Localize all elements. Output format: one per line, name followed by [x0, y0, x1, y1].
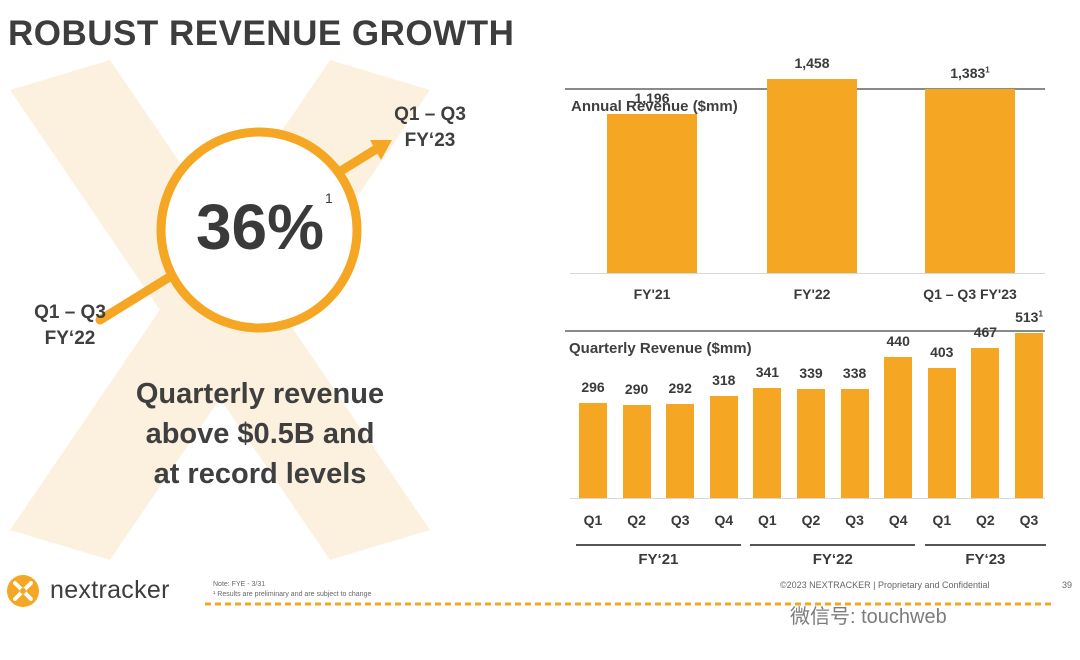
quarterly-panel-rule: [565, 330, 1045, 332]
annual-category-label: FY'21: [633, 286, 671, 302]
quarterly-group-rule: [924, 544, 1046, 546]
annual-value-label: 1,458: [794, 54, 830, 71]
footnote-line-1: Note: FYE - 3/31: [213, 581, 266, 588]
quarterly-bar: [1015, 333, 1043, 498]
quarterly-value-label: 440: [886, 332, 910, 349]
copyright-text: ©2023 NEXTRACKER | Proprietary and Confi…: [780, 580, 990, 590]
quarterly-value-label: 338: [842, 365, 867, 382]
quarterly-category-label: Q2: [627, 512, 646, 528]
end-range-label: Q1 – Q3 FY‘23: [380, 102, 480, 154]
annual-bar: [925, 88, 1015, 273]
quarterly-value-label: 467: [973, 323, 998, 340]
annual-bar: [767, 78, 857, 273]
quarterly-category-label: Q1: [932, 512, 952, 528]
quarterly-value-label: 339: [799, 365, 823, 382]
footnote-line-2: ¹ Results are preliminary and are subjec…: [213, 591, 372, 598]
page-title: ROBUST REVENUE GROWTH: [8, 14, 515, 53]
quarterly-value-label-footnote: 1: [1038, 309, 1043, 319]
start-range-label: Q1 – Q3 FY‘22: [20, 300, 120, 352]
quarterly-bar: [927, 368, 956, 498]
headline-text: Quarterly revenue above $0.5B and at rec…: [90, 374, 430, 494]
annual-value-label: 1,3831: [950, 64, 990, 81]
quarterly-group-label: FY‘21: [638, 551, 679, 568]
quarterly-group-rule: [750, 544, 916, 546]
end-range-year: FY‘23: [404, 130, 456, 151]
footnote: Note: FYE - 3/31 ¹ Results are prelimina…: [213, 580, 371, 600]
quarterly-value-label: 292: [668, 380, 692, 397]
quarterly-category-label: Q2: [801, 512, 821, 528]
quarterly-chart-title: Quarterly Revenue ($mm): [569, 340, 752, 357]
growth-footnote-marker: 1: [325, 190, 333, 206]
quarterly-category-label: Q3: [1019, 512, 1039, 528]
quarterly-category-label: Q4: [714, 512, 734, 528]
annual-value-label: 1,196: [634, 89, 670, 106]
growth-graphic: [95, 127, 392, 333]
quarterly-value-label: 296: [581, 378, 605, 395]
quarterly-group-label: FY‘22: [812, 551, 853, 568]
quarterly-bar: [753, 388, 782, 498]
nextracker-logo-icon: [7, 575, 39, 607]
quarterly-category-label: Q3: [670, 512, 690, 528]
annual-value-label-footnote: 1: [985, 64, 990, 74]
quarterly-baseline: [570, 498, 1045, 499]
quarterly-value-label: 5131: [1015, 309, 1043, 326]
annual-category-label: Q1 – Q3 FY'23: [923, 286, 1017, 302]
dashed-divider: [205, 602, 1055, 606]
annual-bar: [607, 113, 697, 273]
start-range-year: FY‘22: [44, 328, 96, 349]
quarterly-category-label: Q4: [888, 512, 908, 528]
quarterly-bar: [884, 356, 913, 498]
growth-percent: 36%: [195, 191, 325, 263]
quarterly-bar: [971, 347, 1000, 498]
watermark-text: 微信号: touchweb: [790, 606, 947, 628]
quarterly-value-label: 341: [755, 364, 780, 381]
end-range-quarters: Q1 – Q3: [394, 104, 466, 125]
quarterly-bar: [840, 389, 869, 498]
growth-circle: [156, 127, 362, 333]
quarterly-value-label: 318: [712, 371, 736, 388]
brand-name: nextracker: [50, 576, 170, 604]
headline-line-1: Quarterly revenue: [135, 378, 385, 410]
quarterly-bar: [709, 395, 738, 498]
quarterly-bar: [797, 389, 825, 498]
quarterly-value-label: 290: [624, 380, 649, 397]
start-range-quarters: Q1 – Q3: [34, 302, 106, 323]
annual-baseline: [570, 273, 1045, 274]
quarterly-category-label: Q1: [583, 512, 603, 528]
quarterly-category-label: Q2: [976, 512, 995, 528]
annual-chart-title: Annual Revenue ($mm): [571, 98, 738, 115]
growth-arrow-head: [370, 140, 392, 160]
quarterly-group-label: FY‘23: [965, 551, 1006, 568]
headline-line-2: above $0.5B and: [145, 418, 375, 450]
quarterly-bar: [666, 404, 695, 498]
quarterly-bar: [622, 404, 651, 498]
quarterly-bar: [579, 402, 607, 498]
quarterly-category-label: Q3: [845, 512, 864, 528]
annual-category-label: FY'22: [793, 286, 831, 302]
page-number: 39: [1062, 580, 1073, 590]
quarterly-value-label: 403: [930, 344, 954, 361]
headline-line-3: at record levels: [153, 458, 367, 490]
quarterly-group-rule: [576, 544, 741, 546]
quarterly-category-label: Q1: [758, 512, 777, 528]
